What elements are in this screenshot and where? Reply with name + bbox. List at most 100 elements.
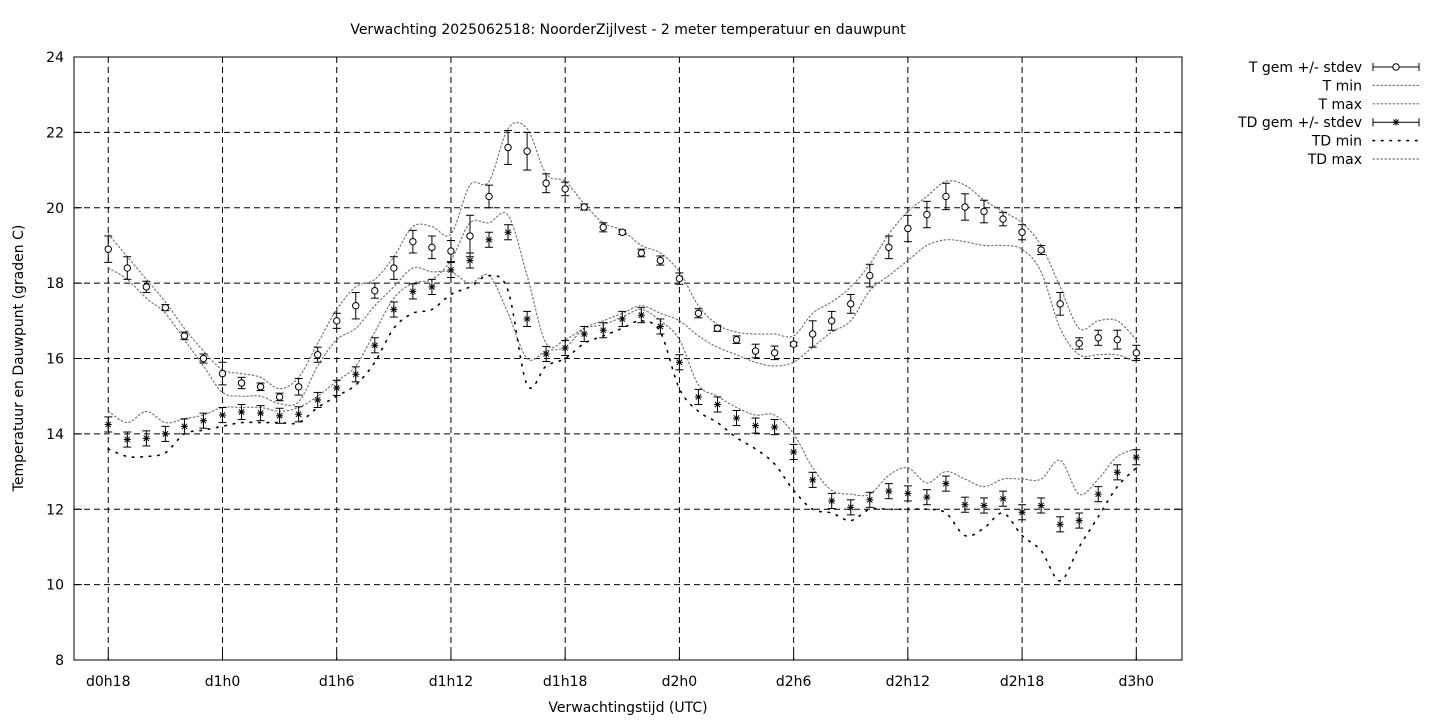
y-axis-label: Temperatuur en Dauwpunt (graden C) xyxy=(11,225,27,493)
data-point xyxy=(941,182,950,211)
data-point xyxy=(465,252,474,269)
data-point xyxy=(694,308,703,319)
data-point xyxy=(846,499,855,516)
star-stroke xyxy=(428,283,435,290)
circle-marker xyxy=(123,264,132,272)
star-stroke xyxy=(486,236,493,243)
star-marker xyxy=(1037,501,1045,509)
data-point xyxy=(523,310,532,327)
circle-marker xyxy=(580,203,588,211)
data-point xyxy=(1132,449,1141,466)
data-point xyxy=(161,425,170,442)
data-point xyxy=(656,318,665,335)
circle-marker xyxy=(961,203,969,211)
star-marker xyxy=(447,266,455,274)
y-tick-label: 24 xyxy=(46,50,64,66)
data-point xyxy=(542,345,551,363)
x-tick-label: d2h6 xyxy=(776,674,812,690)
circle-marker xyxy=(618,228,626,236)
data-point xyxy=(884,235,893,260)
data-point xyxy=(446,240,455,263)
circle-marker xyxy=(1037,246,1045,254)
circle-marker xyxy=(904,224,912,233)
circle-marker xyxy=(732,335,741,344)
circle-marker xyxy=(828,317,836,325)
t-mean-series xyxy=(104,129,1141,402)
star-marker xyxy=(904,489,912,497)
data-point xyxy=(789,443,798,461)
circle-marker xyxy=(275,393,284,401)
star-marker xyxy=(618,315,626,323)
star-marker xyxy=(637,311,645,319)
data-point xyxy=(275,392,284,402)
y-tick-label: 8 xyxy=(55,653,64,669)
x-tick-label: d0h18 xyxy=(86,674,130,690)
circle-marker xyxy=(847,300,855,308)
data-point xyxy=(580,203,589,211)
star-stroke xyxy=(238,409,245,415)
star-marker xyxy=(1056,520,1064,528)
circle-marker xyxy=(409,237,417,246)
star-stroke xyxy=(1000,495,1007,502)
y-tick-label: 14 xyxy=(46,427,64,443)
circle-marker xyxy=(256,383,265,391)
y-tick-label: 22 xyxy=(46,125,64,141)
data-point xyxy=(332,312,341,329)
data-point xyxy=(237,376,246,390)
data-point xyxy=(599,322,608,339)
star-marker xyxy=(980,501,988,509)
star-marker xyxy=(314,396,322,404)
circle-marker xyxy=(1113,335,1121,344)
y-tick-label: 20 xyxy=(46,201,64,217)
circle-marker xyxy=(599,223,607,232)
circle-marker xyxy=(1018,228,1026,236)
star-marker xyxy=(561,344,569,352)
star-stroke xyxy=(162,430,169,437)
data-point xyxy=(808,320,817,348)
star-stroke xyxy=(371,342,378,349)
y-tick-label: 18 xyxy=(46,276,64,292)
data-point xyxy=(1094,486,1103,503)
star-marker xyxy=(142,434,150,442)
data-point xyxy=(618,228,627,236)
data-point xyxy=(1094,329,1103,346)
star-stroke xyxy=(695,393,702,400)
star-stroke xyxy=(752,422,759,429)
star-stroke xyxy=(1095,491,1102,498)
data-point xyxy=(1037,244,1046,255)
data-point xyxy=(656,255,665,266)
star-stroke xyxy=(961,501,968,508)
data-point xyxy=(960,193,969,221)
circle-marker xyxy=(656,256,665,265)
circle-marker xyxy=(770,349,779,357)
circle-marker xyxy=(333,317,341,325)
star-stroke xyxy=(981,502,987,509)
star-stroke xyxy=(181,423,188,430)
legend-label: T min xyxy=(1322,78,1362,94)
data-point xyxy=(313,346,322,363)
star-marker xyxy=(675,358,683,366)
star-stroke xyxy=(885,488,892,495)
star-stroke xyxy=(1133,454,1140,461)
circle-marker xyxy=(218,369,227,378)
data-point xyxy=(313,391,322,408)
circle-marker xyxy=(447,247,455,255)
star-stroke xyxy=(1114,469,1121,476)
x-tick-label: d2h12 xyxy=(886,674,930,690)
star-marker xyxy=(694,393,702,401)
circle-marker xyxy=(751,347,760,355)
star-stroke xyxy=(657,323,664,330)
circle-marker xyxy=(161,303,170,312)
legend-entry: T max xyxy=(1317,97,1420,113)
legend-label: TD max xyxy=(1307,152,1362,168)
data-point xyxy=(180,331,189,341)
star-marker xyxy=(771,423,779,431)
plot-frame xyxy=(73,56,1183,661)
data-point xyxy=(1113,329,1122,350)
data-point xyxy=(561,339,570,356)
data-point xyxy=(180,418,189,435)
y-tick-label: 16 xyxy=(46,352,64,368)
legend-label: T max xyxy=(1317,97,1362,113)
data-point xyxy=(1018,504,1027,521)
